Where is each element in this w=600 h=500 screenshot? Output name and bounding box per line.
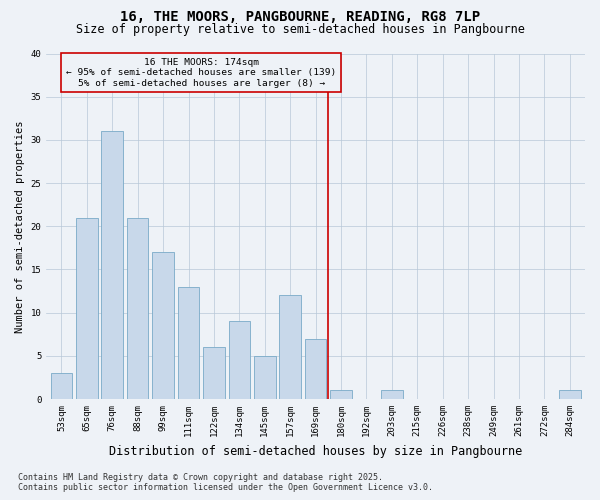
Bar [229, 322, 250, 399]
Bar [330, 390, 352, 399]
Bar [50, 373, 72, 399]
Bar [101, 131, 123, 399]
Bar [381, 390, 403, 399]
X-axis label: Distribution of semi-detached houses by size in Pangbourne: Distribution of semi-detached houses by … [109, 444, 522, 458]
Text: 16 THE MOORS: 174sqm
← 95% of semi-detached houses are smaller (139)
5% of semi-: 16 THE MOORS: 174sqm ← 95% of semi-detac… [66, 58, 337, 88]
Text: 16, THE MOORS, PANGBOURNE, READING, RG8 7LP: 16, THE MOORS, PANGBOURNE, READING, RG8 … [120, 10, 480, 24]
Bar [280, 296, 301, 399]
Bar [152, 252, 174, 399]
Bar [559, 390, 581, 399]
Text: Size of property relative to semi-detached houses in Pangbourne: Size of property relative to semi-detach… [76, 22, 524, 36]
Bar [305, 338, 326, 399]
Bar [76, 218, 98, 399]
Bar [203, 347, 225, 399]
Bar [178, 287, 199, 399]
Text: Contains HM Land Registry data © Crown copyright and database right 2025.
Contai: Contains HM Land Registry data © Crown c… [18, 473, 433, 492]
Bar [127, 218, 148, 399]
Bar [254, 356, 275, 399]
Y-axis label: Number of semi-detached properties: Number of semi-detached properties [15, 120, 25, 332]
